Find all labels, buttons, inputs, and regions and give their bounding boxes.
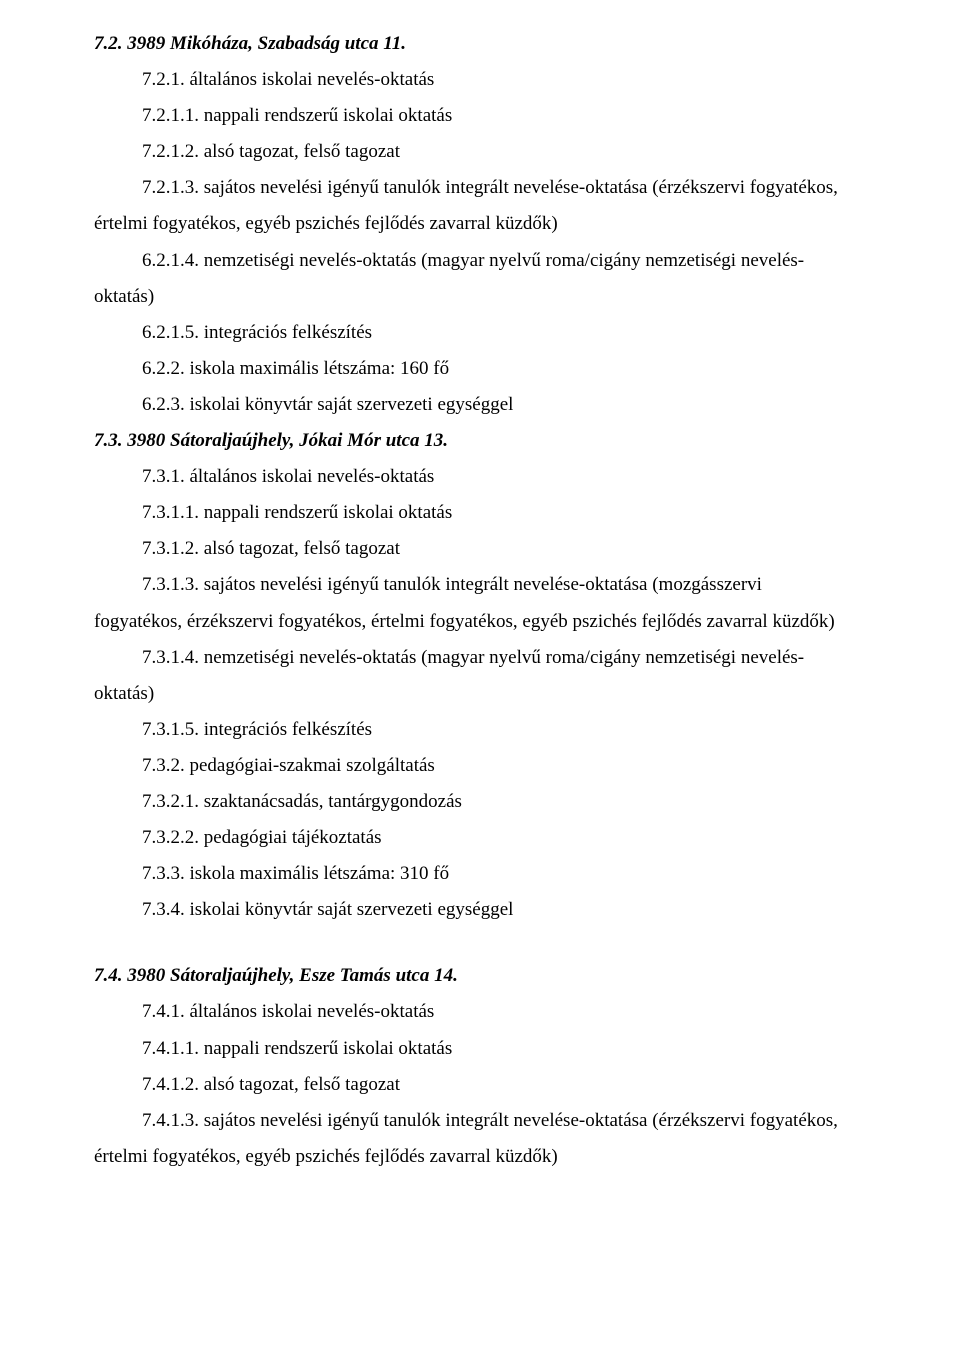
body-line: oktatás) [94,676,866,712]
body-line: 7.3.2.2. pedagógiai tájékoztatás [94,820,866,856]
body-line: 7.3.3. iskola maximális létszáma: 310 fő [94,856,866,892]
body-line: 7.3.1. általános iskolai nevelés-oktatás [94,459,866,495]
body-line: 7.2.1. általános iskolai nevelés-oktatás [94,62,866,98]
body-line: 7.2.1.2. alsó tagozat, felső tagozat [94,134,866,170]
body-line: 6.2.2. iskola maximális létszáma: 160 fő [94,351,866,387]
body-line: 7.4.1.2. alsó tagozat, felső tagozat [94,1067,866,1103]
body-line: oktatás) [94,279,866,315]
body-line: 7.3.2. pedagógiai-szakmai szolgáltatás [94,748,866,784]
spacer [94,928,866,958]
body-line: 6.2.3. iskolai könyvtár saját szervezeti… [94,387,866,423]
body-line: 6.2.1.4. nemzetiségi nevelés-oktatás (ma… [94,243,866,279]
body-line: 7.4.1.3. sajátos nevelési igényű tanulók… [94,1103,866,1139]
body-line: 7.3.2.1. szaktanácsadás, tantárgygondozá… [94,784,866,820]
section-title: 7.2. 3989 Mikóháza, Szabadság utca 11. [94,26,866,62]
body-line: fogyatékos, érzékszervi fogyatékos, érte… [94,604,866,640]
body-line: értelmi fogyatékos, egyéb pszichés fejlő… [94,1139,866,1175]
body-line: 7.3.4. iskolai könyvtár saját szervezeti… [94,892,866,928]
body-line: értelmi fogyatékos, egyéb pszichés fejlő… [94,206,866,242]
body-line: 7.4.1.1. nappali rendszerű iskolai oktat… [94,1031,866,1067]
body-line: 7.3.1.3. sajátos nevelési igényű tanulók… [94,567,866,603]
body-line: 7.2.1.1. nappali rendszerű iskolai oktat… [94,98,866,134]
section-title: 7.4. 3980 Sátoraljaújhely, Esze Tamás ut… [94,958,866,994]
section-title: 7.3. 3980 Sátoraljaújhely, Jókai Mór utc… [94,423,866,459]
body-line: 7.3.1.5. integrációs felkészítés [94,712,866,748]
body-line: 7.2.1.3. sajátos nevelési igényű tanulók… [94,170,866,206]
body-line: 6.2.1.5. integrációs felkészítés [94,315,866,351]
body-line: 7.3.1.1. nappali rendszerű iskolai oktat… [94,495,866,531]
body-line: 7.3.1.4. nemzetiségi nevelés-oktatás (ma… [94,640,866,676]
body-line: 7.3.1.2. alsó tagozat, felső tagozat [94,531,866,567]
body-line: 7.4.1. általános iskolai nevelés-oktatás [94,994,866,1030]
